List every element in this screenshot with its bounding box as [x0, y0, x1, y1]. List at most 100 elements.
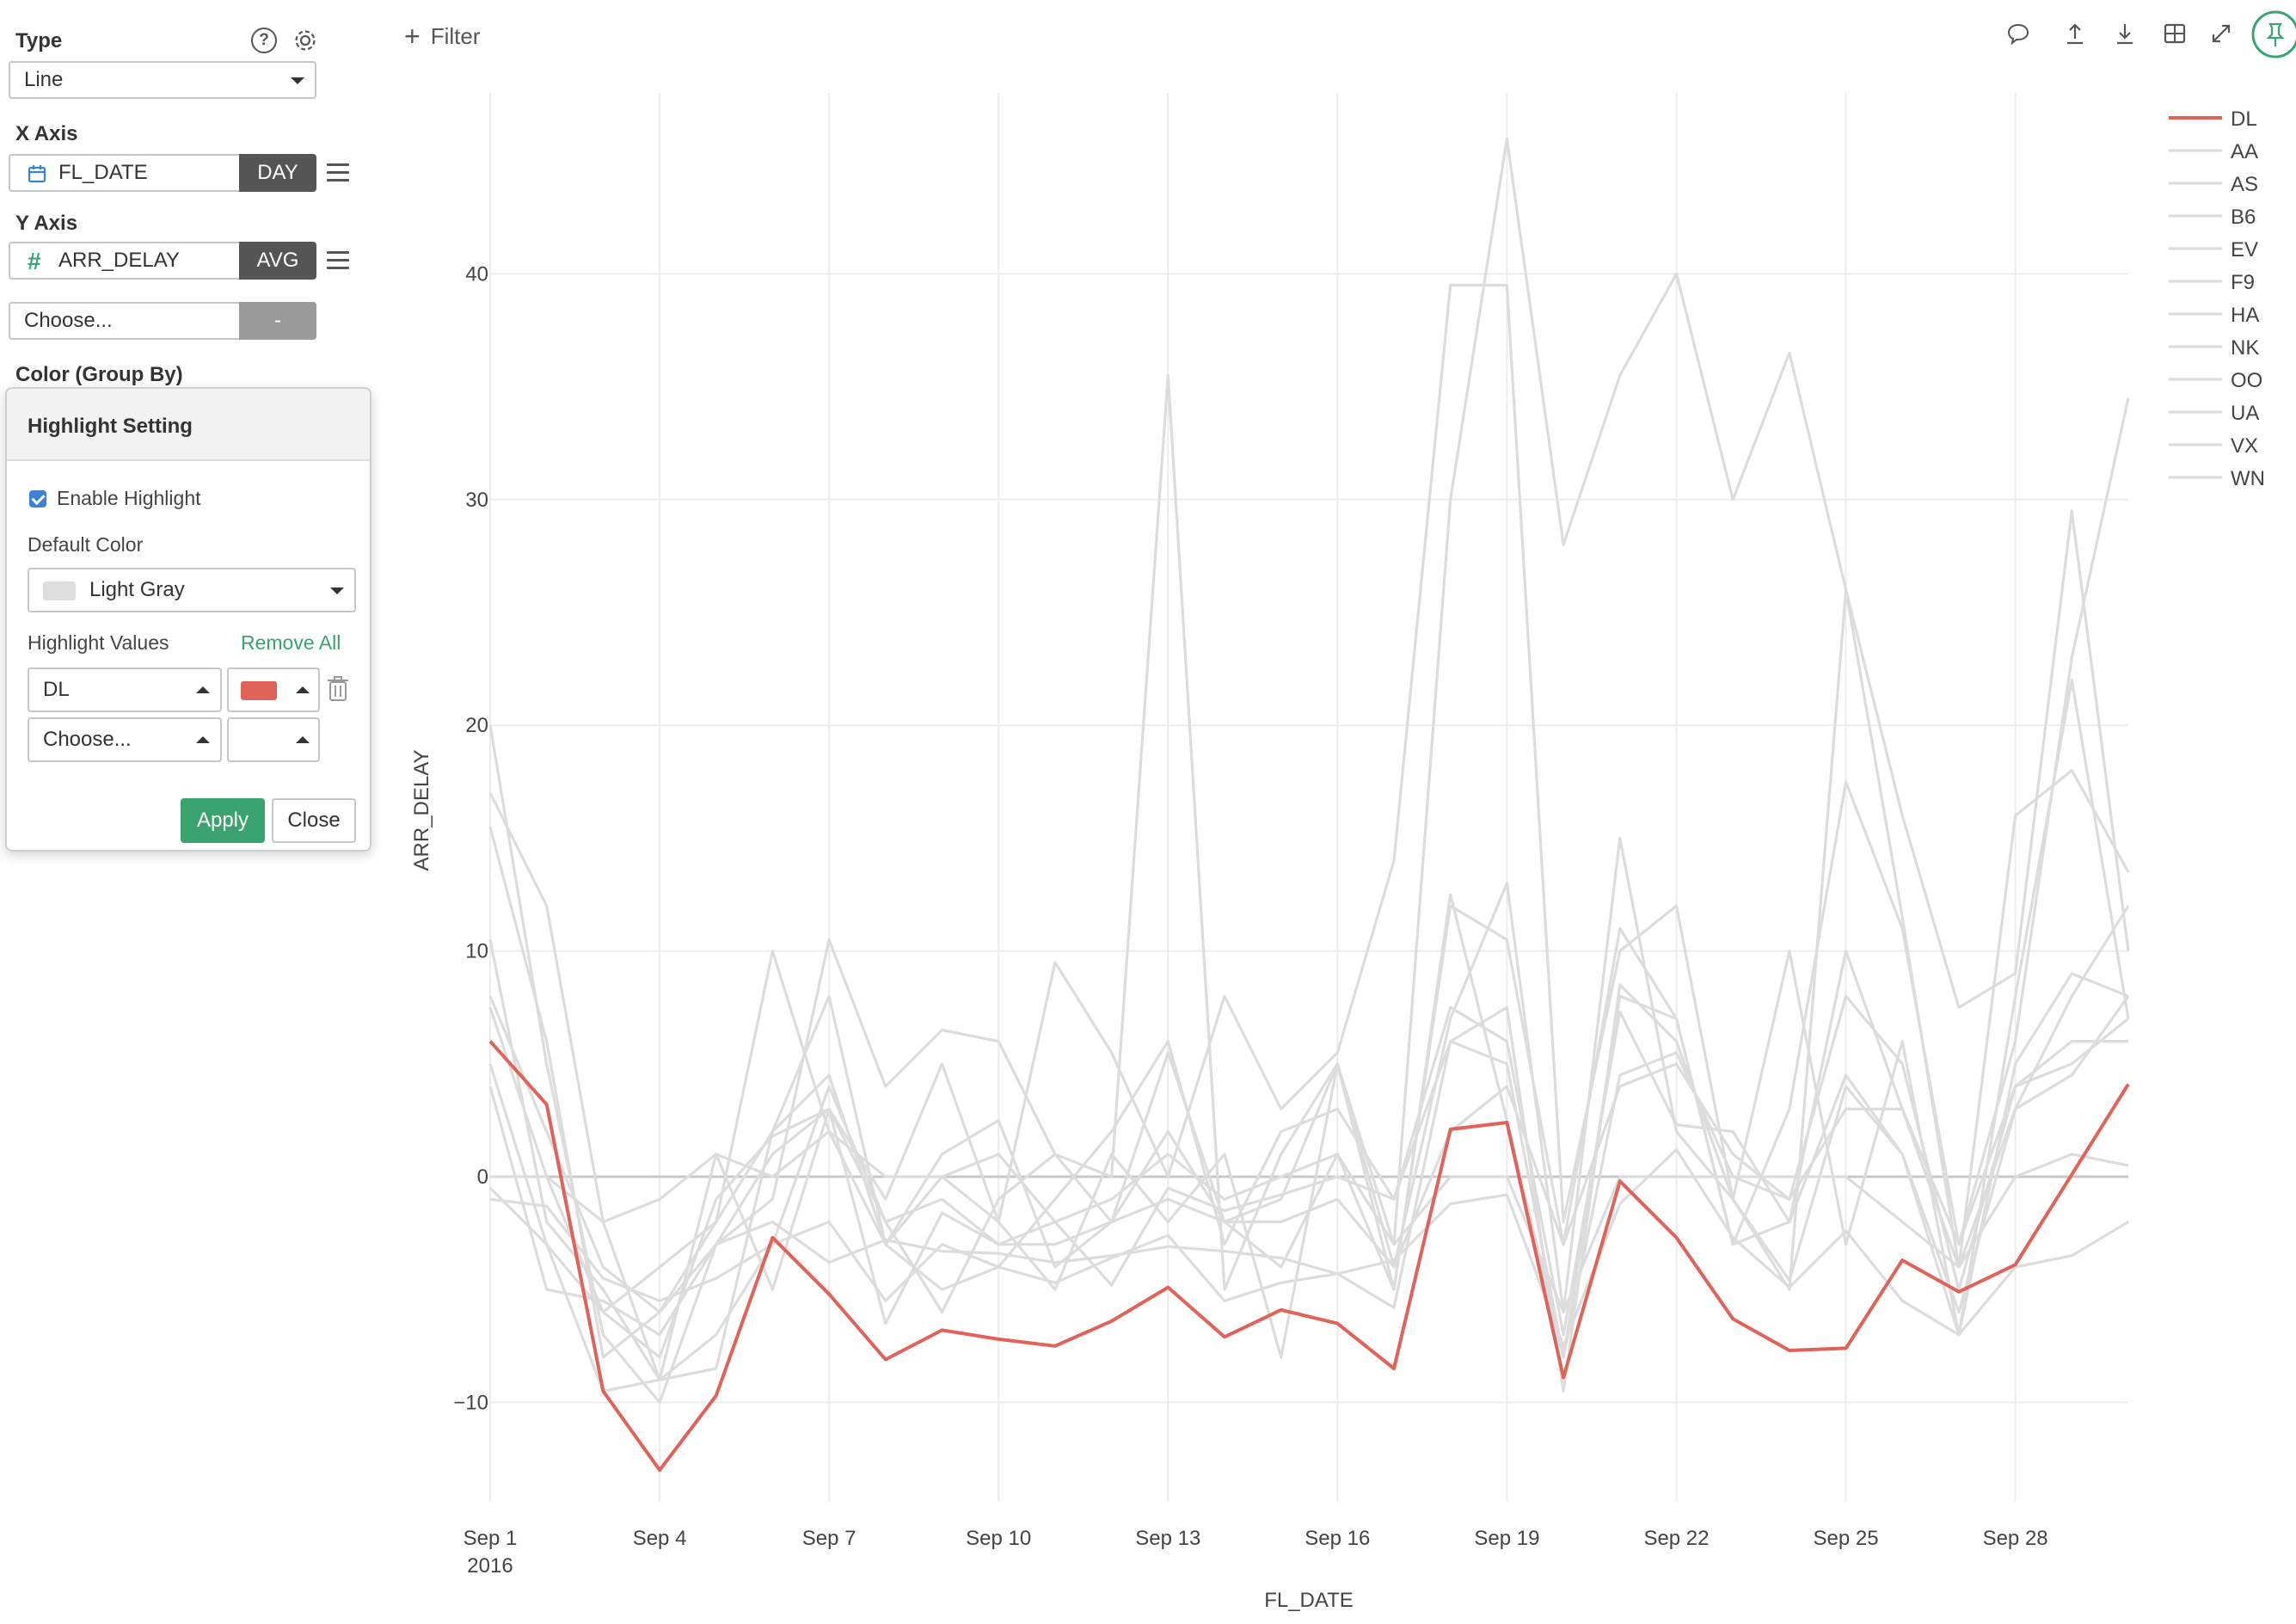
series-line-vx	[488, 893, 2129, 1393]
apply-button[interactable]: Apply	[181, 798, 265, 843]
x-tick-year: 2016	[467, 1554, 513, 1578]
legend-item-ha[interactable]: HA	[2231, 304, 2259, 327]
y2-aggregation-button[interactable]: -	[239, 302, 316, 340]
x-tick-label: Sep 4	[633, 1527, 687, 1550]
y-axis-title: ARR_DELAY	[410, 750, 433, 871]
x-tick-label: Sep 19	[1474, 1527, 1539, 1550]
x-axis-menu-icon[interactable]	[327, 163, 349, 182]
expand-icon[interactable]	[2210, 22, 2232, 45]
x-axis-ticks: Sep 1 2016 Sep 4 Sep 7 Sep 10 Sep 13 Sep 16 Sep…	[463, 1527, 2048, 1578]
chevron-up-icon	[196, 736, 210, 743]
upload-icon[interactable]	[2064, 22, 2086, 45]
chevron-up-icon	[296, 736, 310, 743]
x-tick-label: Sep 7	[802, 1527, 856, 1550]
pin-icon[interactable]	[2250, 9, 2296, 60]
y-tick-label: 40	[465, 262, 488, 286]
chart-type-value: Line	[24, 68, 64, 91]
chevron-up-icon	[296, 686, 310, 693]
legend-item-f9[interactable]: F9	[2231, 271, 2255, 294]
chevron-down-icon	[330, 587, 344, 594]
x-axis-label: X Axis	[15, 122, 78, 145]
x-aggregation-button[interactable]: DAY	[239, 154, 316, 192]
highlight-value-select[interactable]: DL	[28, 667, 222, 712]
series-line-dl	[488, 1040, 2130, 1473]
legend-item-vx[interactable]: VX	[2231, 434, 2258, 458]
chevron-down-icon	[291, 77, 304, 84]
series-lines	[488, 137, 2130, 1405]
close-button[interactable]: Close	[272, 798, 356, 843]
legend-item-oo[interactable]: OO	[2231, 369, 2262, 392]
x-tick-label: Sep 28	[1983, 1527, 2048, 1550]
plus-icon: +	[404, 21, 421, 52]
y-tick-label: −10	[453, 1391, 488, 1414]
series-line-as	[488, 679, 2130, 1359]
enable-highlight-label: Enable Highlight	[57, 487, 201, 509]
y-aggregation-button[interactable]: AVG	[239, 242, 316, 280]
chart-config-sidebar: Type ? Line X Axis FL_DATE DAY Y Axis # …	[0, 0, 396, 1624]
help-icon[interactable]: ?	[251, 28, 277, 53]
highlight-color-select[interactable]	[227, 717, 320, 762]
chart-grid	[489, 93, 2128, 1501]
highlight-setting-popup: Highlight Setting Enable Highlight Defau…	[5, 387, 371, 852]
highlight-value-select[interactable]: Choose...	[28, 717, 222, 762]
legend-item-ua[interactable]: UA	[2231, 402, 2259, 425]
series-line-wn	[488, 972, 2129, 1359]
y-tick-label: 30	[465, 489, 488, 512]
series-line-ha	[488, 1086, 2129, 1348]
default-color-label: Default Color	[28, 533, 144, 556]
chart-legend: DL AA AS B6 EV F9 HA NK OO UA VX WN	[2169, 108, 2265, 490]
legend-item-ev[interactable]: EV	[2231, 238, 2258, 261]
highlight-values-label: Highlight Values	[28, 631, 169, 654]
table-icon[interactable]	[2164, 22, 2186, 45]
remove-all-link[interactable]: Remove All	[241, 631, 341, 654]
color-swatch	[241, 681, 277, 700]
x-axis-title: FL_DATE	[1264, 1589, 1354, 1612]
calendar-icon	[28, 165, 46, 183]
comment-icon[interactable]	[2007, 22, 2029, 45]
y-field-name: ARR_DELAY	[58, 249, 180, 272]
y-tick-label: 0	[477, 1166, 488, 1189]
x-field-name: FL_DATE	[58, 161, 148, 184]
y2-axis-field[interactable]: Choose... -	[9, 302, 316, 340]
x-tick-label: Sep 25	[1814, 1527, 1879, 1550]
x-tick-label: Sep 22	[1643, 1527, 1709, 1550]
highlight-color-select[interactable]	[227, 667, 320, 712]
trash-icon[interactable]	[327, 676, 349, 702]
y-axis-label: Y Axis	[15, 212, 78, 235]
gear-icon[interactable]	[292, 28, 318, 53]
legend-item-wn[interactable]: WN	[2231, 467, 2265, 490]
type-label: Type	[15, 29, 63, 52]
default-color-select[interactable]: Light Gray	[28, 568, 356, 612]
y-axis-field[interactable]: # ARR_DELAY AVG	[9, 242, 316, 280]
legend-item-dl[interactable]: DL	[2231, 108, 2257, 131]
x-tick-label: Sep 10	[966, 1527, 1031, 1550]
y2-placeholder: Choose...	[24, 309, 113, 332]
legend-item-aa[interactable]: AA	[2231, 140, 2258, 163]
number-icon: #	[28, 248, 41, 274]
default-color-value: Light Gray	[89, 578, 185, 601]
x-tick-label: Sep 1	[463, 1527, 518, 1550]
y-axis-ticks: −10 0 10 20 30 40	[453, 262, 488, 1414]
legend-item-nk[interactable]: NK	[2231, 336, 2259, 360]
y-tick-label: 20	[465, 714, 488, 737]
chevron-up-icon	[196, 686, 210, 693]
highlighted-series	[488, 1040, 2130, 1473]
legend-item-b6[interactable]: B6	[2231, 206, 2256, 229]
y-axis-menu-icon[interactable]	[327, 251, 349, 270]
series-line-oo	[489, 983, 2130, 1393]
download-icon[interactable]	[2114, 22, 2136, 45]
highlight-value-placeholder: Choose...	[43, 728, 132, 751]
filter-label: Filter	[430, 23, 481, 49]
add-filter-button[interactable]: + Filter	[404, 19, 481, 52]
legend-item-as[interactable]: AS	[2231, 173, 2258, 196]
x-tick-label: Sep 16	[1305, 1527, 1370, 1550]
highlight-value-text: DL	[43, 678, 70, 701]
y-tick-label: 10	[465, 940, 488, 963]
x-tick-label: Sep 13	[1135, 1527, 1200, 1550]
color-swatch	[43, 581, 76, 600]
enable-highlight-checkbox[interactable]	[29, 490, 46, 508]
x-axis-field[interactable]: FL_DATE DAY	[9, 154, 316, 192]
series-line-b6	[488, 137, 2130, 1405]
chart-type-select[interactable]: Line	[9, 61, 316, 99]
